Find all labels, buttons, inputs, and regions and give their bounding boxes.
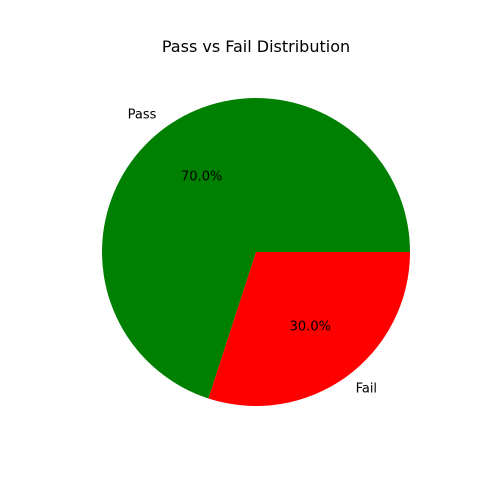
pie-labels: Pass 70.0% Fail 30.0% bbox=[128, 107, 377, 396]
slice-label-fail: Fail bbox=[356, 382, 377, 397]
slice-label-pass: Pass bbox=[128, 107, 157, 122]
chart-title: Pass vs Fail Distribution bbox=[162, 37, 350, 56]
slice-pct-fail: 30.0% bbox=[290, 319, 331, 334]
pie-slices bbox=[101, 98, 410, 406]
pie-slice-pass bbox=[101, 98, 410, 399]
slice-pct-pass: 70.0% bbox=[181, 170, 222, 185]
pie-slice-fail bbox=[208, 252, 410, 406]
